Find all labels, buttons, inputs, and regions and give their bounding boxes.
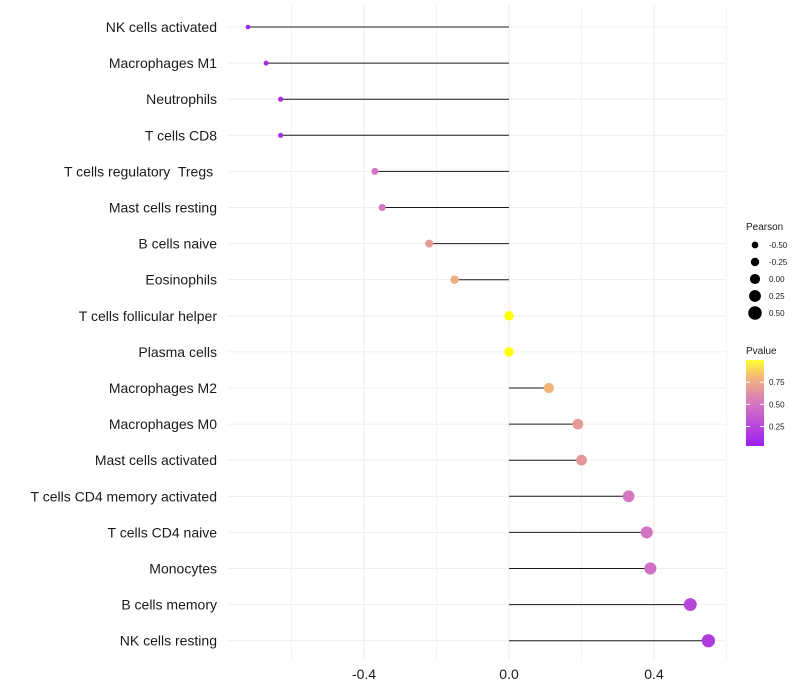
pearson-legend-label: -0.50 <box>769 241 788 250</box>
data-point <box>425 239 434 248</box>
category-label: Macrophages M2 <box>109 380 217 396</box>
stems-layer <box>248 26 709 642</box>
data-point <box>576 454 587 466</box>
data-point <box>543 382 554 394</box>
dots-layer <box>245 24 715 648</box>
data-point <box>622 490 635 503</box>
data-point <box>701 634 715 648</box>
pearson-legend-label: 0.50 <box>769 309 785 318</box>
category-label: Neutrophils <box>146 91 217 107</box>
x-tick-label: -0.4 <box>352 666 376 682</box>
data-point <box>644 562 657 575</box>
category-label: T cells CD4 naive <box>108 524 218 540</box>
pearson-legend-label: -0.25 <box>769 258 788 267</box>
pvalue-colorbar <box>746 360 764 446</box>
pearson-legend: Pearson -0.50 -0.25 0.00 0.25 0.50 <box>746 222 788 320</box>
category-label: B cells memory <box>121 597 217 613</box>
data-point <box>371 167 379 175</box>
pearson-legend-dot <box>749 290 761 302</box>
category-label: Monocytes <box>149 561 217 577</box>
category-label: T cells CD8 <box>145 127 217 143</box>
data-point <box>683 598 697 612</box>
pearson-legend-dot <box>749 273 761 285</box>
category-label: T cells follicular helper <box>79 308 218 324</box>
data-point <box>278 132 284 138</box>
x-tick-label: 0.4 <box>644 666 664 682</box>
pearson-legend-label: 0.00 <box>769 275 785 284</box>
category-label: Plasma cells <box>138 344 217 360</box>
data-point <box>278 96 284 102</box>
pvalue-legend-label: 0.75 <box>769 378 785 387</box>
data-point <box>640 526 653 539</box>
category-label: B cells naive <box>138 236 217 252</box>
category-label: T cells regulatory Tregs <box>64 163 217 179</box>
x-tick-label: 0.0 <box>499 666 519 682</box>
category-label: Eosinophils <box>145 272 217 288</box>
data-point <box>245 24 251 30</box>
category-labels: NK cells activated Macrophages M1 Neutroph… <box>31 19 218 649</box>
category-label: Macrophages M1 <box>109 55 217 71</box>
pvalue-legend-label: 0.50 <box>769 400 785 409</box>
data-point <box>504 347 514 357</box>
data-point <box>450 275 459 284</box>
data-point <box>504 311 514 321</box>
pearson-legend-dot <box>750 257 760 267</box>
pvalue-legend-label: 0.25 <box>769 422 785 431</box>
pearson-legend-dot <box>748 306 762 320</box>
category-label: Macrophages M0 <box>109 416 217 432</box>
category-label: Mast cells activated <box>95 452 217 468</box>
pvalue-legend-title: Pvalue <box>746 346 777 357</box>
pvalue-legend: Pvalue 0.75 0.50 0.25 <box>746 346 785 446</box>
category-label: Mast cells resting <box>109 200 217 216</box>
pearson-legend-label: 0.25 <box>769 292 785 301</box>
grid-layer <box>228 5 727 660</box>
data-point <box>572 418 584 430</box>
data-point <box>378 203 386 212</box>
pearson-legend-title: Pearson <box>746 222 783 233</box>
category-label: NK cells activated <box>106 19 217 35</box>
pearson-legend-dot <box>751 241 759 249</box>
category-label: T cells CD4 memory activated <box>31 488 217 504</box>
data-point <box>263 60 269 66</box>
category-label: NK cells resting <box>120 633 217 649</box>
x-axis-ticks: -0.4 0.0 0.4 <box>352 666 664 682</box>
